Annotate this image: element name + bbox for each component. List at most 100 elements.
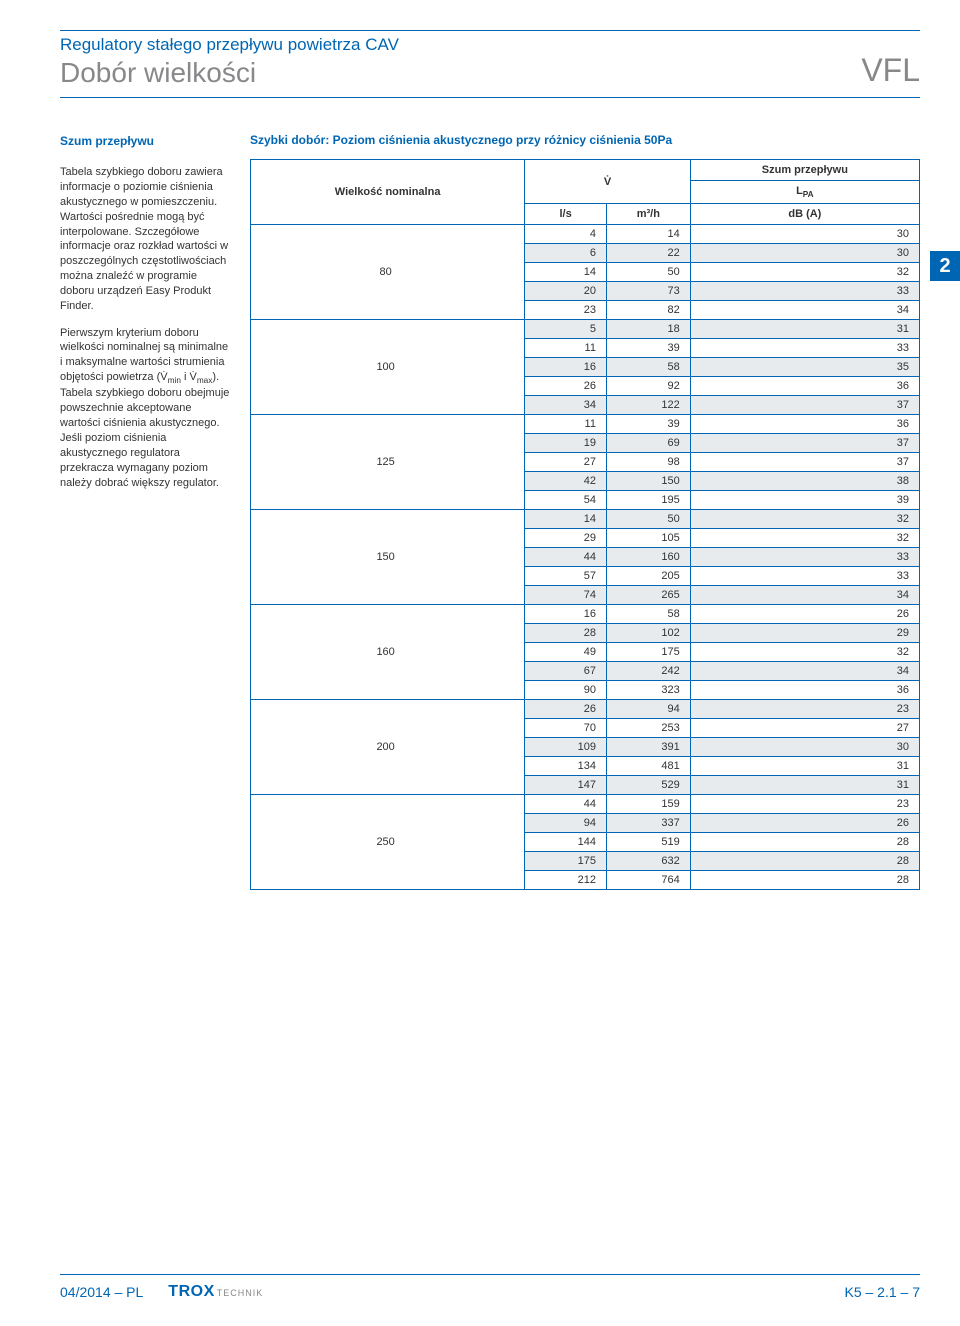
data-cell: 323 bbox=[606, 681, 690, 700]
data-cell: 16 bbox=[525, 605, 607, 624]
data-cell: 28 bbox=[525, 624, 607, 643]
data-cell: 50 bbox=[606, 510, 690, 529]
table-row: 160165826 bbox=[251, 605, 920, 624]
data-cell: 34 bbox=[690, 586, 919, 605]
header-title: Dobór wielkości bbox=[60, 57, 399, 89]
data-cell: 37 bbox=[690, 453, 919, 472]
col-noise: Szum przepływu bbox=[690, 160, 919, 181]
data-cell: 39 bbox=[606, 339, 690, 358]
data-cell: 22 bbox=[606, 244, 690, 263]
size-cell: 150 bbox=[251, 510, 525, 605]
page-footer: 04/2014 – PL TROX TECHNIK K5 – 2.1 – 7 bbox=[60, 1274, 920, 1301]
data-cell: 529 bbox=[606, 776, 690, 795]
col-v: V̇ bbox=[525, 160, 690, 204]
data-cell: 205 bbox=[606, 567, 690, 586]
data-cell: 50 bbox=[606, 263, 690, 282]
sidebar-p2-max: max bbox=[197, 376, 213, 385]
data-cell: 160 bbox=[606, 548, 690, 567]
data-cell: 11 bbox=[525, 339, 607, 358]
data-cell: 195 bbox=[606, 491, 690, 510]
data-cell: 23 bbox=[525, 301, 607, 320]
data-cell: 39 bbox=[690, 491, 919, 510]
size-cell: 200 bbox=[251, 700, 525, 795]
data-cell: 26 bbox=[525, 700, 607, 719]
data-cell: 14 bbox=[525, 510, 607, 529]
data-cell: 26 bbox=[690, 605, 919, 624]
data-cell: 35 bbox=[690, 358, 919, 377]
data-cell: 242 bbox=[606, 662, 690, 681]
data-cell: 265 bbox=[606, 586, 690, 605]
data-cell: 519 bbox=[606, 833, 690, 852]
data-cell: 34 bbox=[690, 662, 919, 681]
data-cell: 134 bbox=[525, 757, 607, 776]
col-lpa-sub: PA bbox=[803, 190, 814, 199]
data-cell: 58 bbox=[606, 358, 690, 377]
data-cell: 5 bbox=[525, 320, 607, 339]
table-row: 2504415923 bbox=[251, 795, 920, 814]
data-cell: 36 bbox=[690, 377, 919, 396]
data-cell: 764 bbox=[606, 871, 690, 890]
data-cell: 23 bbox=[690, 700, 919, 719]
data-cell: 38 bbox=[690, 472, 919, 491]
sidebar-title: Szum przepływu bbox=[60, 133, 230, 149]
data-cell: 44 bbox=[525, 795, 607, 814]
data-cell: 122 bbox=[606, 396, 690, 415]
data-cell: 98 bbox=[606, 453, 690, 472]
col-dba: dB (A) bbox=[690, 204, 919, 225]
trox-logo-main: TROX bbox=[168, 1283, 214, 1301]
data-cell: 82 bbox=[606, 301, 690, 320]
data-cell: 90 bbox=[525, 681, 607, 700]
data-cell: 23 bbox=[690, 795, 919, 814]
trox-logo-sub: TECHNIK bbox=[217, 1288, 264, 1298]
sidebar-p2-min: min bbox=[168, 376, 181, 385]
data-cell: 391 bbox=[606, 738, 690, 757]
data-cell: 34 bbox=[525, 396, 607, 415]
data-cell: 32 bbox=[690, 643, 919, 662]
data-cell: 30 bbox=[690, 244, 919, 263]
trox-logo: TROX TECHNIK bbox=[168, 1283, 263, 1301]
data-cell: 30 bbox=[690, 225, 919, 244]
data-cell: 94 bbox=[606, 700, 690, 719]
data-cell: 147 bbox=[525, 776, 607, 795]
data-cell: 144 bbox=[525, 833, 607, 852]
data-cell: 27 bbox=[690, 719, 919, 738]
data-cell: 14 bbox=[606, 225, 690, 244]
data-cell: 632 bbox=[606, 852, 690, 871]
table-row: 150145032 bbox=[251, 510, 920, 529]
sidebar-p2-c: ). Tabela szybkiego doboru obejmuje pows… bbox=[60, 371, 229, 488]
data-cell: 36 bbox=[690, 415, 919, 434]
data-cell: 31 bbox=[690, 320, 919, 339]
data-cell: 27 bbox=[525, 453, 607, 472]
data-cell: 58 bbox=[606, 605, 690, 624]
data-cell: 29 bbox=[525, 529, 607, 548]
data-cell: 31 bbox=[690, 776, 919, 795]
data-cell: 29 bbox=[690, 624, 919, 643]
data-cell: 33 bbox=[690, 282, 919, 301]
data-cell: 54 bbox=[525, 491, 607, 510]
sidebar-paragraph-2: Pierwszym kryterium doboru wielkości nom… bbox=[60, 326, 230, 491]
selection-table: Wielkość nominalna V̇ Szum przepływu LPA… bbox=[250, 159, 920, 890]
col-lpa-text: L bbox=[796, 185, 803, 197]
table-title: Szybki dobór: Poziom ciśnienia akustyczn… bbox=[250, 133, 920, 147]
data-cell: 11 bbox=[525, 415, 607, 434]
size-cell: 125 bbox=[251, 415, 525, 510]
header-code: VFL bbox=[861, 52, 920, 89]
data-cell: 102 bbox=[606, 624, 690, 643]
data-cell: 18 bbox=[606, 320, 690, 339]
section-tab: 2 bbox=[930, 251, 960, 281]
data-cell: 4 bbox=[525, 225, 607, 244]
col-size: Wielkość nominalna bbox=[251, 160, 525, 225]
header-supertitle: Regulatory stałego przepływu powietrza C… bbox=[60, 35, 399, 55]
size-cell: 160 bbox=[251, 605, 525, 700]
col-ls: l/s bbox=[525, 204, 607, 225]
data-cell: 212 bbox=[525, 871, 607, 890]
data-cell: 32 bbox=[690, 263, 919, 282]
data-cell: 175 bbox=[525, 852, 607, 871]
data-cell: 30 bbox=[690, 738, 919, 757]
sidebar-paragraph-1: Tabela szybkiego doboru zawiera informac… bbox=[60, 165, 230, 313]
data-cell: 67 bbox=[525, 662, 607, 681]
data-cell: 109 bbox=[525, 738, 607, 757]
data-cell: 94 bbox=[525, 814, 607, 833]
table-row: 200269423 bbox=[251, 700, 920, 719]
data-cell: 44 bbox=[525, 548, 607, 567]
